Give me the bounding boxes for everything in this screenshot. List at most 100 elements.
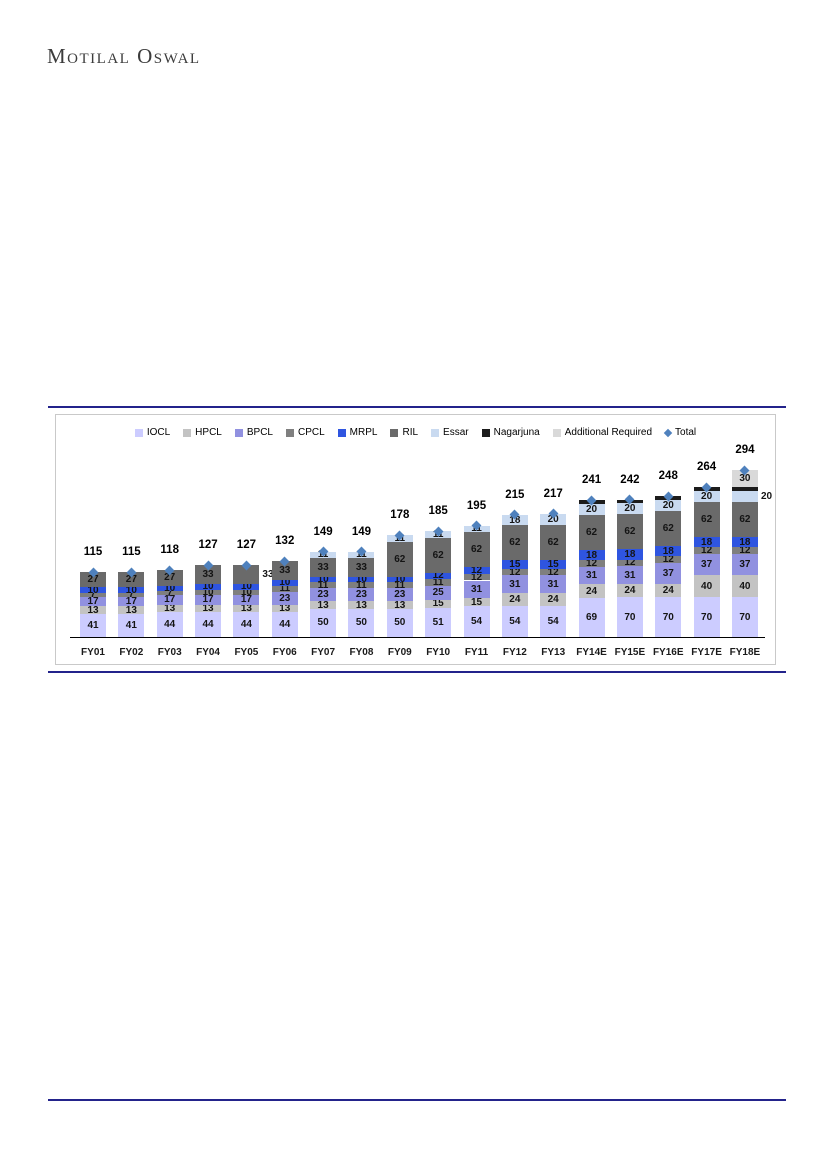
x-axis-label: FY02 [119, 647, 144, 658]
bar-segment-iocl [501, 606, 528, 637]
brand-logo: Motilal Oswal [47, 44, 201, 68]
legend-label: Additional Required [564, 427, 653, 438]
segment-label: 30 [739, 473, 751, 485]
segment-label: 40 [739, 580, 751, 592]
segment-label: 20 [662, 499, 674, 511]
segment-label: 33 [317, 561, 329, 573]
segment-label: 10 [355, 573, 367, 585]
segment-label: 62 [432, 549, 444, 561]
bar-segment-iocl [616, 597, 643, 637]
segment-label: 24 [547, 594, 559, 606]
bar-segment-mrpl [425, 572, 452, 580]
bar-segment-hpcl [578, 584, 605, 598]
segment-label: 12 [624, 557, 636, 569]
legend-item-mrpl: MRPL [337, 427, 377, 438]
segment-label: 37 [662, 567, 674, 579]
segment-label: 24 [624, 585, 636, 597]
bar-segment-iocl [425, 608, 452, 637]
bar-segment-ril [501, 525, 528, 561]
x-axis-label: FY03 [157, 647, 182, 658]
segment-label: 20 [547, 513, 559, 525]
legend-label: BPCL [246, 427, 273, 438]
segment-label: 10 [317, 573, 329, 585]
bar-segment-bpcl [233, 595, 260, 605]
bar-segment-mrpl [693, 536, 720, 548]
segment-label: 10 [202, 581, 214, 593]
x-axis-line [70, 637, 765, 638]
segment-label: 31 [470, 583, 483, 595]
legend-item-ril: RIL [390, 427, 418, 438]
segment-label: 15 [470, 596, 483, 608]
bar-segment-bpcl [693, 553, 720, 575]
bar-segment-iocl [693, 597, 720, 637]
segment-label: 12 [662, 554, 674, 566]
segment-label: 13 [317, 599, 329, 611]
bar-segment-iocl [731, 597, 758, 637]
bar-segment-ril [156, 570, 183, 586]
legend-item-bpcl: BPCL [234, 427, 273, 438]
segment-label: 7 [166, 587, 173, 599]
segment-label: 54 [470, 616, 483, 628]
bar-segment-ril [463, 531, 490, 567]
bar-segment-hpcl [731, 574, 758, 598]
legend-label: RIL [402, 427, 419, 438]
segment-label: 12 [470, 571, 483, 583]
segment-label: 25 [432, 587, 444, 599]
segment-label: 69 [585, 612, 598, 623]
segment-label: 18 [624, 549, 636, 560]
total-label: 127 [236, 539, 256, 552]
bar-segment-ril [118, 572, 145, 588]
bar-segment-bpcl [195, 595, 222, 605]
bar-segment-ril [693, 501, 720, 537]
segment-label: 20 [701, 490, 713, 502]
segment-label: 70 [662, 611, 674, 623]
total-label: 149 [313, 525, 333, 538]
bar-segment-bpcl [616, 566, 643, 584]
bar-segment-cpcl [655, 556, 682, 563]
segment-label: 62 [739, 513, 751, 525]
bar-segment-bpcl [386, 588, 413, 602]
series-swatch-icon [481, 428, 490, 437]
segment-label: 10 [125, 584, 137, 596]
legend-item-hpcl: HPCL [183, 427, 222, 438]
bar-segment-ril [233, 565, 260, 584]
segment-label: 10 [279, 577, 291, 589]
bar-segment-hpcl [310, 601, 337, 609]
segment-label: 11 [279, 583, 291, 595]
bar-segment-bpcl [271, 591, 298, 605]
x-axis-label: FY04 [196, 647, 220, 658]
segment-label: 20 [585, 503, 598, 515]
bar-segment-mrpl [195, 583, 222, 590]
bar-segment-cpcl [386, 582, 413, 589]
bar-segment-ril [540, 525, 567, 561]
legend-item-nagarjuna: Nagarjuna [481, 427, 540, 438]
bar-segment-essar [540, 513, 567, 526]
bar-segment-iocl [463, 606, 490, 637]
segment-label: 10 [240, 586, 252, 598]
segment-label: 23 [317, 589, 329, 601]
x-axis-label: FY13 [541, 647, 566, 658]
bar-segment-ril [310, 557, 337, 577]
segment-label: 10 [87, 584, 99, 596]
segment-label: 12 [432, 570, 444, 582]
total-label: 115 [83, 546, 103, 559]
footer-divider [48, 1099, 786, 1101]
series-swatch-icon [285, 428, 294, 437]
bar-segment-bpcl [501, 575, 528, 593]
series-swatch-icon [390, 428, 399, 437]
bar-segment-essar [655, 499, 682, 511]
segment-label: 13 [202, 602, 214, 614]
segment-label: 23 [279, 592, 291, 604]
segment-label: 13 [87, 604, 99, 616]
bar-segment-hpcl [348, 601, 375, 609]
bar-segment-cpcl [731, 547, 758, 554]
segment-label: 17 [164, 594, 176, 606]
bar-segment-ril [578, 514, 605, 550]
bar-segment-essar [693, 490, 720, 502]
bar-segment-mrpl [386, 576, 413, 583]
bar-segment-hpcl [425, 599, 452, 609]
segment-label: 12 [739, 545, 751, 557]
bar-segment-mrpl [80, 587, 106, 593]
total-label: 248 [658, 470, 678, 483]
bar-segment-mrpl [578, 549, 605, 561]
